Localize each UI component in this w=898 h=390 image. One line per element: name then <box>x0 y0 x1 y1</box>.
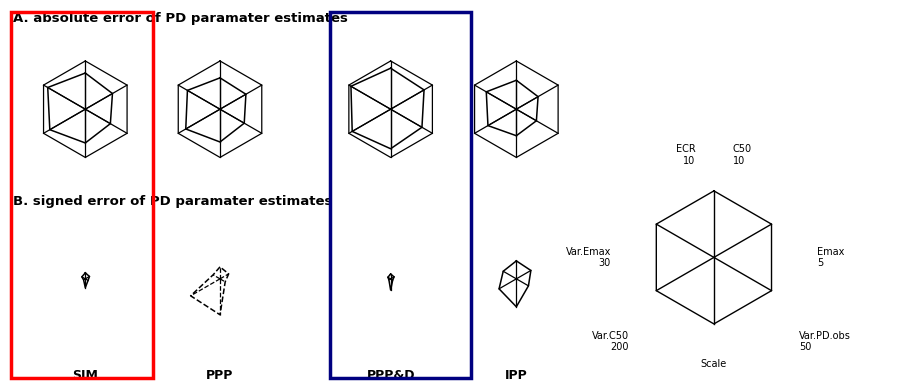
Text: A. absolute error of PD paramater estimates: A. absolute error of PD paramater estima… <box>13 12 348 25</box>
Text: Var.Emax
30: Var.Emax 30 <box>566 246 611 268</box>
Text: Scale: Scale <box>700 358 727 369</box>
Text: C50
10: C50 10 <box>733 144 752 166</box>
Text: Emax
5: Emax 5 <box>817 246 844 268</box>
Text: PPP&D: PPP&D <box>366 369 415 382</box>
Text: SIM: SIM <box>73 369 98 382</box>
Text: Var.PD.obs
50: Var.PD.obs 50 <box>799 331 851 352</box>
Text: IPP: IPP <box>505 369 528 382</box>
Text: B. signed error of PD paramater estimates: B. signed error of PD paramater estimate… <box>13 195 333 208</box>
Text: Var.C50
200: Var.C50 200 <box>592 331 629 352</box>
Text: ECR
10: ECR 10 <box>675 144 695 166</box>
Text: PPP: PPP <box>207 369 233 382</box>
